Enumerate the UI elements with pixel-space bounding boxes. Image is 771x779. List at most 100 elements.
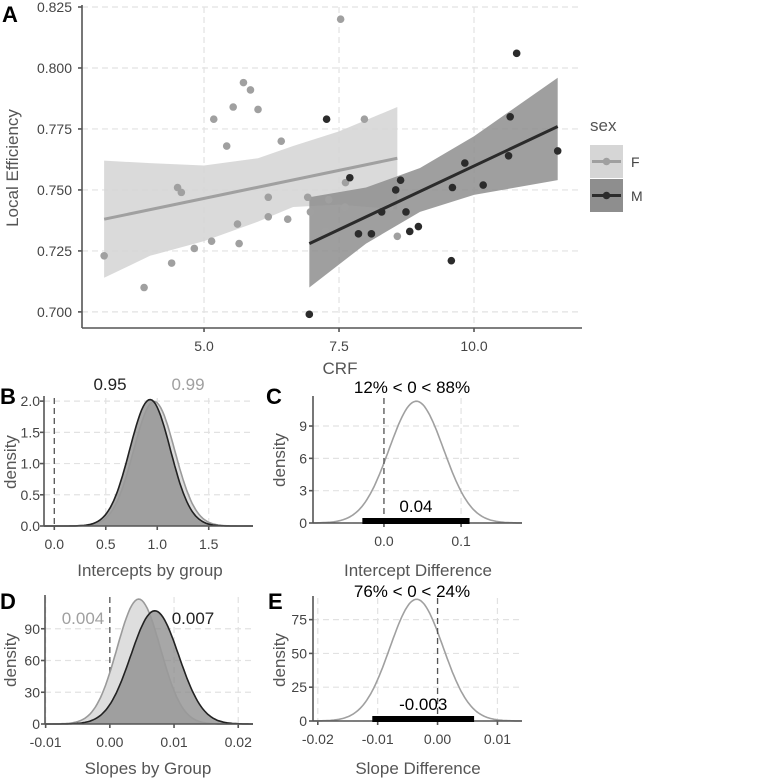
panel-letter: C bbox=[266, 384, 282, 409]
y-tick-label: 50 bbox=[291, 645, 307, 661]
y-tick-label: 1.0 bbox=[21, 456, 41, 472]
data-point-f bbox=[306, 208, 315, 216]
data-point-f bbox=[264, 193, 273, 202]
legend-label-f: F bbox=[631, 154, 640, 170]
y-tick-label: 0.775 bbox=[37, 121, 72, 137]
y-tick-label: 25 bbox=[291, 679, 307, 695]
data-point-m bbox=[479, 181, 487, 189]
data-point-f bbox=[254, 105, 262, 114]
group-estimate-label-m: 0.95 bbox=[93, 375, 126, 394]
legend-label-m: M bbox=[631, 188, 643, 204]
group-estimate-label-m: 0.007 bbox=[172, 609, 215, 628]
data-point-m bbox=[305, 310, 314, 319]
panel-letter: B bbox=[0, 384, 16, 409]
data-point-m bbox=[391, 186, 400, 194]
group-estimate-label-f: 0.004 bbox=[62, 609, 105, 628]
y-axis-title: density bbox=[270, 633, 289, 687]
panel-a: A 5.0 7.5 10.0 0.700 0.725 0.750 0.775 0.800 0.82… bbox=[2, 0, 582, 378]
x-tick-label: 10.0 bbox=[460, 338, 487, 354]
data-point-m bbox=[322, 115, 331, 124]
fit-line-m bbox=[308, 125, 559, 245]
credible-interval-bar bbox=[362, 518, 470, 524]
data-point-m bbox=[354, 230, 363, 238]
y-tick-label: 0 bbox=[299, 713, 307, 729]
y-tick-label: 0.825 bbox=[37, 0, 72, 15]
legend-point bbox=[602, 157, 611, 166]
data-point-f bbox=[246, 86, 255, 94]
difference-estimate-label: 0.04 bbox=[399, 497, 432, 516]
x-tick-label: 0.00 bbox=[424, 731, 451, 747]
data-point-m bbox=[461, 159, 469, 167]
data-point-f bbox=[283, 215, 292, 224]
x-axis-title: Slope Difference bbox=[355, 759, 480, 778]
x-tick-label: 1.5 bbox=[199, 536, 219, 552]
x-tick-label: 5.0 bbox=[194, 338, 214, 354]
panel-b: B 0.0 0.5 1.0 1.5 0.0 0.5 1.0 1.5 2.0 Intercepts b… bbox=[0, 375, 253, 580]
data-point-m bbox=[346, 173, 354, 182]
data-point-f bbox=[303, 193, 312, 202]
data-point-m bbox=[504, 151, 513, 160]
posterior-probability-annotation: 76% < 0 < 24% bbox=[354, 582, 470, 601]
data-point-m bbox=[448, 183, 457, 192]
panel-letter: D bbox=[0, 589, 16, 614]
data-point-f bbox=[235, 239, 243, 248]
data-point-f bbox=[190, 244, 199, 253]
data-point-f bbox=[229, 103, 237, 111]
data-point-f bbox=[360, 115, 369, 124]
y-tick-label: 75 bbox=[291, 612, 307, 628]
legend-title: sex bbox=[590, 116, 617, 135]
data-point-f bbox=[222, 142, 231, 150]
y-tick-label: 3 bbox=[299, 483, 307, 499]
data-point-f bbox=[336, 15, 345, 23]
x-axis-title: Intercepts by group bbox=[77, 561, 223, 580]
data-point-m bbox=[506, 112, 514, 121]
x-tick-label: 0.0 bbox=[45, 536, 65, 552]
y-tick-label: 0 bbox=[299, 515, 307, 531]
y-tick-label: 0.0 bbox=[21, 518, 41, 534]
density-fill-m bbox=[44, 399, 253, 526]
y-axis-title: density bbox=[1, 435, 20, 489]
density-fill-m bbox=[45, 610, 253, 724]
x-tick-label: 7.5 bbox=[329, 338, 349, 354]
y-tick-label: 30 bbox=[24, 684, 40, 700]
x-axis-title: Intercept Difference bbox=[344, 561, 492, 580]
x-tick-label: -0.02 bbox=[302, 731, 334, 747]
data-point-m bbox=[414, 222, 423, 231]
y-axis-title: density bbox=[1, 633, 20, 687]
difference-density-curve bbox=[313, 400, 522, 524]
x-tick-label: 0.01 bbox=[160, 734, 187, 750]
y-tick-label: 0.725 bbox=[37, 243, 72, 259]
y-tick-label: 2.0 bbox=[21, 393, 41, 409]
difference-density-curve bbox=[313, 598, 523, 722]
legend-point bbox=[602, 191, 611, 200]
x-tick-label: -0.01 bbox=[362, 731, 394, 747]
y-tick-label: 0 bbox=[32, 716, 40, 732]
panel-c: C 0.0 0.1 0 3 6 9 Intercept Difference density 0.… bbox=[266, 378, 522, 580]
confidence-band-f bbox=[104, 107, 398, 278]
data-point-m bbox=[447, 256, 456, 265]
panel-letter: E bbox=[268, 589, 283, 614]
x-tick-label: 1.0 bbox=[148, 536, 168, 552]
y-tick-label: 0.750 bbox=[37, 182, 72, 198]
x-tick-label: 0.5 bbox=[96, 536, 116, 552]
data-point-m bbox=[405, 227, 414, 236]
data-point-f bbox=[239, 78, 248, 87]
y-tick-label: 9 bbox=[299, 418, 307, 434]
y-axis-title: density bbox=[270, 433, 289, 487]
x-axis-title: Slopes by Group bbox=[85, 759, 212, 778]
y-tick-label: 6 bbox=[299, 450, 307, 466]
data-point-m bbox=[367, 230, 376, 238]
data-point-f bbox=[393, 232, 402, 241]
panel-letter: A bbox=[2, 2, 18, 27]
posterior-probability-annotation: 12% < 0 < 88% bbox=[354, 378, 470, 397]
data-point-f bbox=[177, 188, 186, 197]
difference-estimate-label: -0.003 bbox=[399, 695, 447, 714]
data-point-f bbox=[321, 227, 330, 236]
y-tick-label: 60 bbox=[24, 653, 40, 669]
y-tick-label: 0.700 bbox=[37, 304, 72, 320]
data-point-f bbox=[324, 195, 333, 204]
x-tick-label: -0.01 bbox=[30, 734, 62, 750]
data-point-f bbox=[264, 212, 273, 221]
y-tick-label: 90 bbox=[24, 621, 40, 637]
y-axis-title: Local Efficiency bbox=[3, 109, 22, 227]
